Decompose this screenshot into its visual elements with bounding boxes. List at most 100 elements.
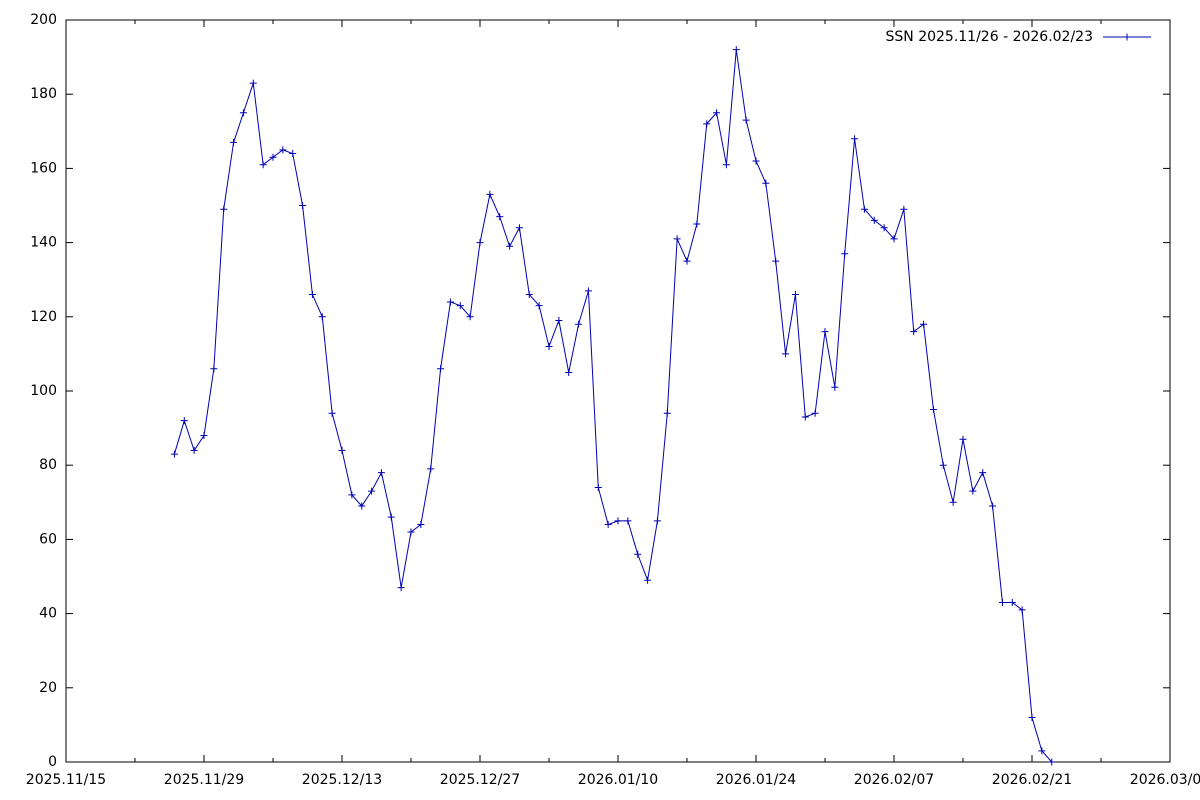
point-marker bbox=[979, 469, 987, 477]
y-tick-label: 180 bbox=[30, 86, 57, 102]
point-marker bbox=[368, 487, 376, 495]
point-marker bbox=[427, 465, 435, 473]
point-marker bbox=[939, 461, 947, 469]
point-marker bbox=[989, 502, 997, 510]
point-marker bbox=[998, 598, 1006, 606]
point-marker bbox=[653, 517, 661, 525]
point-marker bbox=[880, 224, 888, 232]
x-tick-label: 2026.02/21 bbox=[992, 772, 1072, 788]
point-marker bbox=[851, 135, 859, 143]
series-line bbox=[173, 49, 1053, 763]
point-marker bbox=[634, 550, 642, 558]
point-marker bbox=[466, 313, 474, 321]
point-marker bbox=[486, 190, 494, 198]
point-marker bbox=[180, 417, 188, 425]
legend-marker bbox=[1123, 33, 1131, 41]
point-marker bbox=[545, 342, 553, 350]
point-marker bbox=[437, 365, 445, 373]
x-tick-label: 2026.03/07 bbox=[1130, 772, 1200, 788]
point-marker bbox=[230, 138, 238, 146]
point-marker bbox=[377, 469, 385, 477]
point-marker bbox=[456, 302, 464, 310]
x-tick-label: 2025.11/29 bbox=[164, 772, 244, 788]
point-marker bbox=[565, 368, 573, 376]
x-tick-label: 2026.01/24 bbox=[716, 772, 797, 788]
point-marker bbox=[1038, 747, 1046, 755]
point-marker bbox=[801, 413, 809, 421]
point-marker bbox=[752, 157, 760, 165]
point-marker bbox=[555, 317, 563, 325]
point-marker bbox=[762, 179, 770, 187]
point-marker bbox=[949, 498, 957, 506]
point-marker bbox=[239, 109, 247, 117]
point-marker bbox=[831, 383, 839, 391]
point-marker bbox=[417, 521, 425, 529]
point-marker bbox=[476, 239, 484, 247]
point-marker bbox=[821, 328, 829, 336]
x-tick-label: 2025.12/13 bbox=[302, 772, 382, 788]
point-marker bbox=[900, 205, 908, 213]
point-marker bbox=[259, 161, 267, 169]
point-marker bbox=[170, 450, 178, 458]
point-marker bbox=[742, 116, 750, 124]
point-marker bbox=[683, 257, 691, 265]
point-marker bbox=[496, 213, 504, 221]
point-marker bbox=[959, 435, 967, 443]
point-marker bbox=[722, 161, 730, 169]
point-marker bbox=[693, 220, 701, 228]
point-marker bbox=[920, 320, 928, 328]
y-tick-label: 20 bbox=[39, 680, 57, 696]
y-tick-label: 0 bbox=[48, 754, 57, 770]
legend-label: SSN 2025.11/26 - 2026.02/23 bbox=[886, 29, 1094, 45]
point-marker bbox=[673, 235, 681, 243]
x-tick-label: 2025.12/27 bbox=[440, 772, 520, 788]
point-marker bbox=[703, 120, 711, 128]
y-tick-label: 100 bbox=[30, 383, 57, 399]
y-tick-label: 160 bbox=[30, 160, 57, 176]
point-marker bbox=[732, 46, 740, 54]
point-marker bbox=[200, 432, 208, 440]
plot-frame bbox=[65, 19, 1171, 763]
point-marker bbox=[870, 216, 878, 224]
point-marker bbox=[348, 491, 356, 499]
point-marker bbox=[1028, 713, 1036, 721]
point-marker bbox=[782, 350, 790, 358]
point-marker bbox=[190, 446, 198, 454]
x-tick-label: 2026.01/10 bbox=[578, 772, 658, 788]
point-marker bbox=[269, 153, 277, 161]
point-marker bbox=[575, 320, 583, 328]
point-marker bbox=[220, 205, 228, 213]
point-marker bbox=[1048, 758, 1056, 766]
y-tick-label: 140 bbox=[30, 235, 57, 251]
point-marker bbox=[594, 483, 602, 491]
y-tick-label: 60 bbox=[39, 531, 57, 547]
point-marker bbox=[713, 109, 721, 117]
y-tick-label: 40 bbox=[39, 606, 57, 622]
x-tick-label: 2025.11/15 bbox=[26, 772, 106, 788]
point-marker bbox=[624, 517, 632, 525]
point-marker bbox=[791, 291, 799, 299]
point-marker bbox=[338, 446, 346, 454]
point-marker bbox=[841, 250, 849, 258]
point-marker bbox=[525, 291, 533, 299]
point-marker bbox=[1008, 598, 1016, 606]
point-marker bbox=[299, 202, 307, 209]
point-marker bbox=[811, 409, 819, 417]
point-marker bbox=[772, 257, 780, 265]
point-marker bbox=[663, 409, 671, 417]
point-marker bbox=[535, 302, 543, 310]
point-marker bbox=[446, 298, 454, 306]
point-marker bbox=[644, 576, 652, 584]
point-marker bbox=[910, 328, 918, 336]
point-marker bbox=[387, 513, 395, 521]
point-marker bbox=[969, 487, 977, 495]
point-marker bbox=[358, 502, 366, 510]
point-marker bbox=[397, 584, 405, 592]
point-marker bbox=[614, 517, 622, 525]
point-marker bbox=[249, 79, 257, 87]
y-tick-label: 80 bbox=[39, 457, 57, 473]
point-marker bbox=[506, 242, 514, 250]
point-marker bbox=[929, 406, 937, 414]
